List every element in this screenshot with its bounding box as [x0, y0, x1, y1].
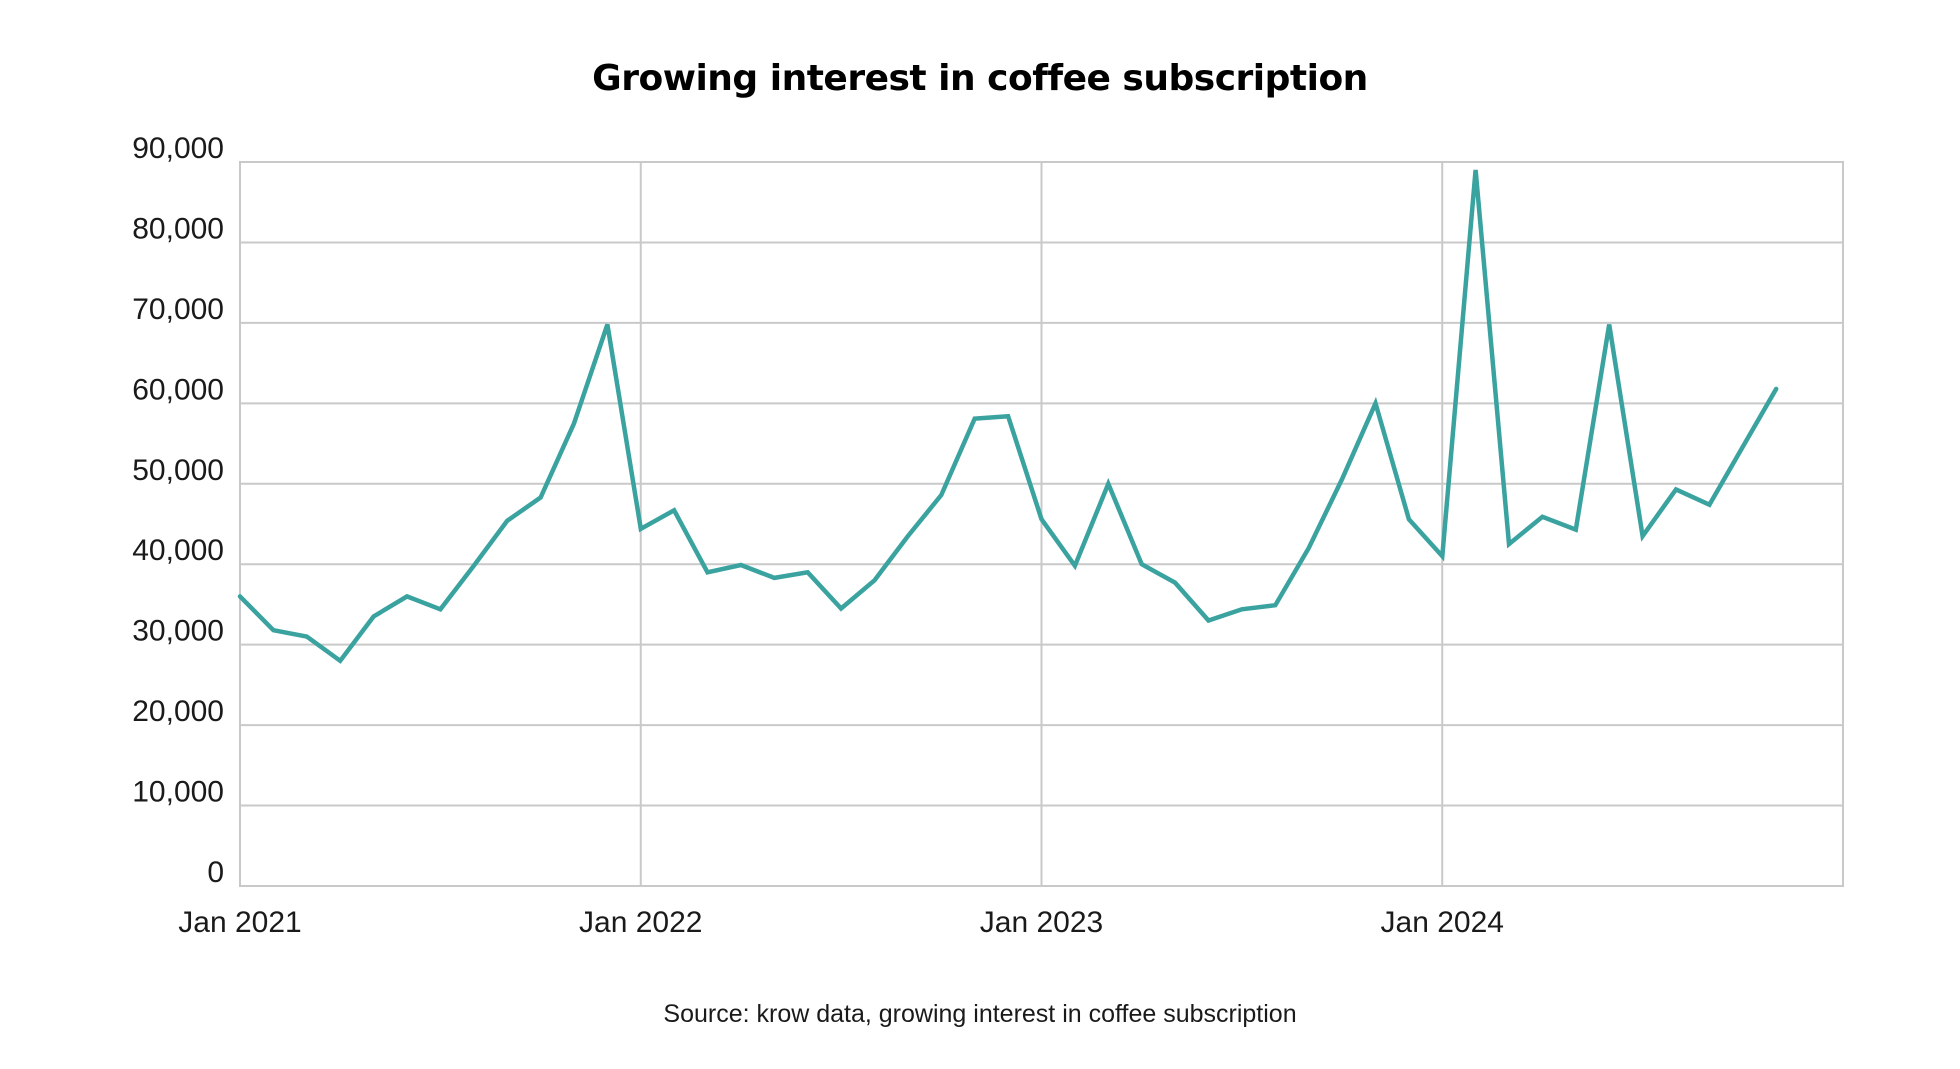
y-tick-label: 80,000 [132, 212, 224, 245]
x-tick-label: Jan 2022 [579, 906, 702, 939]
series-line [240, 170, 1776, 661]
series-layer [240, 170, 1776, 661]
y-tick-label: 20,000 [132, 695, 224, 728]
x-tick-label: Jan 2024 [1381, 906, 1504, 939]
y-tick-label: 40,000 [132, 534, 224, 567]
x-tick-label: Jan 2021 [178, 906, 301, 939]
y-tick-label: 70,000 [132, 293, 224, 326]
x-tick-label: Jan 2023 [980, 906, 1103, 939]
y-tick-label: 0 [207, 856, 224, 889]
y-tick-label: 30,000 [132, 615, 224, 648]
y-tick-label: 90,000 [132, 132, 224, 165]
grid-layer [240, 162, 1843, 886]
line-chart: 0 10,000 20,000 30,000 40,000 50,000 60,000 70,… [0, 0, 1960, 1069]
y-tick-label: 50,000 [132, 454, 224, 487]
y-tick-label: 10,000 [132, 776, 224, 809]
chart-source-note: Source: krow data, growing interest in c… [0, 1000, 1960, 1029]
y-tick-label: 60,000 [132, 373, 224, 406]
axis-tick-labels: 0 10,000 20,000 30,000 40,000 50,000 60,000 70,… [132, 132, 1504, 939]
